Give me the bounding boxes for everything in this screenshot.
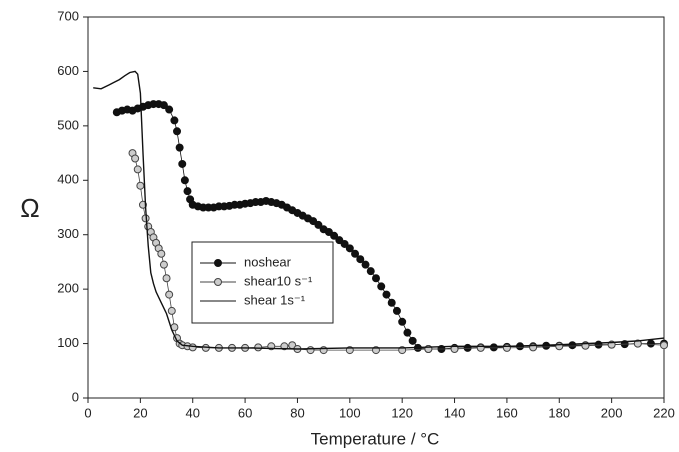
y-tick-label: 200 — [57, 281, 79, 296]
y-tick-label: 400 — [57, 172, 79, 187]
x-tick-label: 220 — [653, 405, 675, 420]
data-point — [351, 249, 360, 258]
data-point — [175, 143, 184, 152]
data-point — [392, 306, 401, 315]
y-tick-label: 500 — [57, 117, 79, 132]
data-point — [555, 342, 564, 351]
data-point — [165, 105, 174, 114]
data-point — [463, 343, 472, 352]
legend-label: shear10 s⁻¹ — [244, 273, 313, 288]
data-point — [165, 290, 174, 299]
data-point — [314, 220, 323, 229]
data-point — [330, 231, 339, 240]
plot-frame — [87, 16, 665, 399]
data-point — [183, 187, 192, 196]
y-tick-label: 600 — [57, 63, 79, 78]
x-tick-label: 80 — [290, 405, 304, 420]
legend-label: noshear — [244, 254, 292, 269]
x-tick-label: 100 — [339, 405, 361, 420]
data-point — [450, 345, 459, 354]
x-tick-label: 160 — [496, 405, 518, 420]
x-tick-label: 120 — [391, 405, 413, 420]
x-tick-label: 140 — [444, 405, 466, 420]
y-tick-label: 100 — [57, 335, 79, 350]
data-point — [372, 274, 380, 283]
x-tick-label: 180 — [548, 405, 570, 420]
data-point — [361, 260, 370, 269]
data-point — [568, 341, 577, 350]
data-point — [162, 274, 171, 283]
data-point — [306, 346, 315, 355]
data-point — [309, 217, 318, 226]
data-point — [382, 290, 391, 299]
data-point — [356, 255, 365, 264]
data-point — [157, 249, 166, 258]
data-point — [173, 127, 182, 136]
data-point — [660, 341, 668, 350]
y-tick-label: 700 — [57, 8, 79, 23]
y-axis-label: Ω — [20, 193, 39, 223]
data-point — [646, 339, 655, 348]
data-point — [159, 101, 168, 110]
legend-label: shear 1s⁻¹ — [244, 292, 306, 307]
data-point — [133, 165, 142, 174]
data-point — [319, 346, 328, 355]
y-tick-label: 300 — [57, 226, 79, 241]
data-point — [340, 239, 349, 248]
legend: noshear shear10 s⁻¹ shear 1s⁻¹ — [191, 241, 334, 324]
x-tick-label: 60 — [238, 405, 252, 420]
series-line — [93, 70, 665, 350]
data-point — [159, 260, 168, 269]
data-point — [131, 154, 140, 163]
data-point — [254, 343, 263, 352]
data-point — [408, 336, 417, 345]
data-point — [403, 328, 412, 337]
x-tick-label: 200 — [601, 405, 623, 420]
x-tick-label: 20 — [133, 405, 147, 420]
data-point — [188, 343, 197, 352]
x-tick-label: 0 — [84, 405, 91, 420]
data-point — [366, 267, 375, 276]
legend-marker — [214, 259, 222, 267]
data-point — [502, 343, 511, 352]
data-point — [335, 236, 344, 245]
data-point — [594, 340, 603, 349]
x-tick-label: 40 — [185, 405, 199, 420]
y-tick-label: 0 — [72, 389, 79, 404]
x-axis-label: Temperature / °C — [311, 429, 440, 448]
data-point — [178, 159, 187, 168]
data-point — [476, 343, 485, 352]
data-point — [167, 306, 176, 315]
legend-marker — [214, 278, 222, 286]
data-point — [324, 227, 333, 236]
data-point — [633, 339, 642, 348]
data-point — [170, 116, 179, 125]
data-point — [345, 244, 354, 253]
data-point — [136, 181, 145, 190]
data-point — [387, 298, 396, 307]
data-point — [377, 282, 386, 291]
data-point — [180, 176, 189, 185]
data-point — [489, 343, 498, 352]
data-point — [398, 317, 407, 326]
